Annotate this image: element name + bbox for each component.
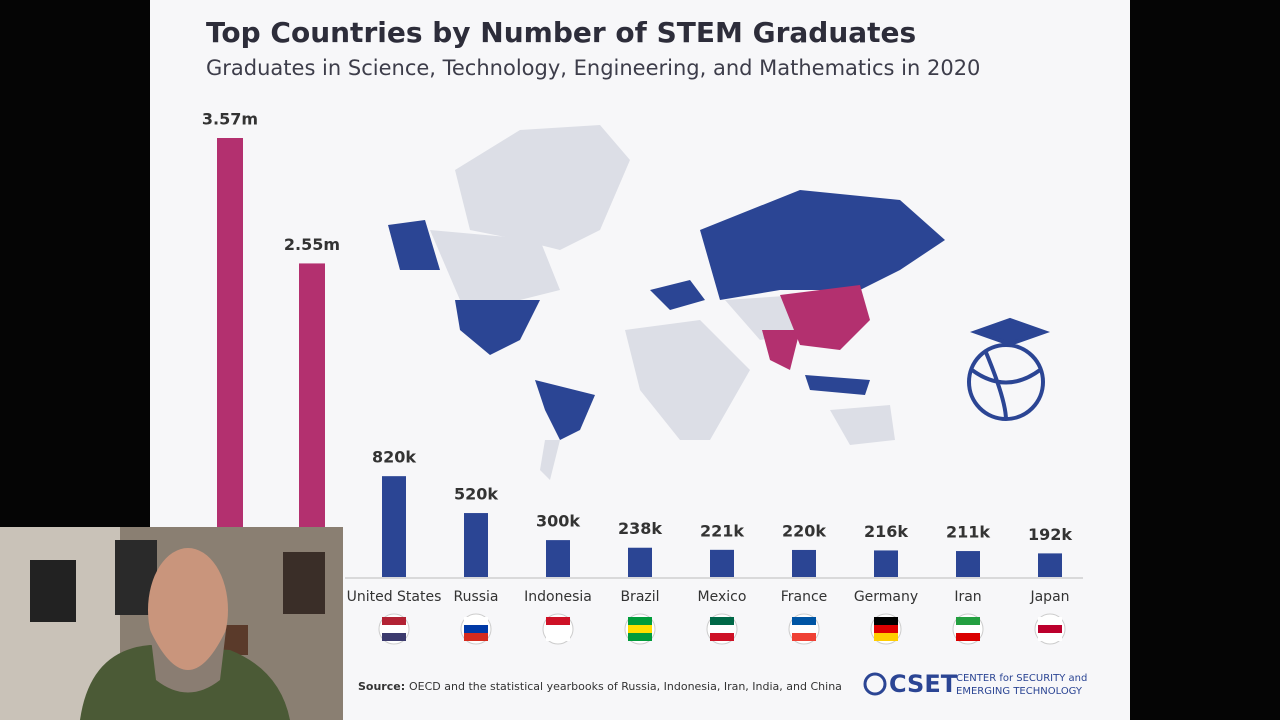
x-tick-label: Brazil bbox=[620, 589, 659, 605]
value-label: 820k bbox=[372, 448, 416, 467]
flag-band bbox=[382, 625, 406, 633]
bar bbox=[792, 549, 816, 577]
x-tick-label: Japan bbox=[1029, 589, 1069, 605]
flag-band bbox=[792, 617, 816, 625]
x-tick-label: Russia bbox=[453, 589, 498, 605]
flag-band bbox=[956, 625, 980, 633]
flag-band bbox=[464, 633, 488, 641]
value-label: 216k bbox=[864, 522, 908, 541]
flag-band bbox=[382, 633, 406, 641]
flag-band bbox=[956, 617, 980, 625]
value-label: 3.57m bbox=[202, 110, 258, 129]
chart-title: Top Countries by Number of STEM Graduate… bbox=[206, 16, 916, 49]
bar bbox=[1038, 553, 1062, 577]
flag-band bbox=[382, 617, 406, 625]
logo-text: CSET bbox=[889, 670, 958, 698]
x-tick-label: Iran bbox=[954, 589, 981, 605]
flag-band bbox=[874, 625, 898, 633]
chart-subtitle: Graduates in Science, Technology, Engine… bbox=[206, 56, 980, 80]
flag-band bbox=[1038, 633, 1062, 641]
flag-band bbox=[628, 625, 652, 633]
logo-mark bbox=[863, 672, 887, 696]
flag bbox=[1034, 613, 1066, 645]
logo-line: CENTER for SECURITY and bbox=[956, 673, 1087, 684]
value-label: 238k bbox=[618, 519, 662, 538]
bar bbox=[546, 540, 570, 577]
flag bbox=[952, 613, 984, 645]
bar bbox=[956, 551, 980, 577]
flag-band bbox=[628, 633, 652, 641]
x-tick-label: United States bbox=[347, 589, 442, 605]
x-tick-label: Indonesia bbox=[524, 589, 592, 605]
flag bbox=[460, 613, 492, 645]
flag-band bbox=[546, 617, 570, 625]
value-label: 220k bbox=[782, 521, 826, 540]
source-label: Source: bbox=[358, 680, 405, 693]
x-tick-label: France bbox=[781, 589, 828, 605]
value-label: 300k bbox=[536, 512, 580, 531]
graduate-globe-icon bbox=[967, 317, 1051, 421]
value-label: 211k bbox=[946, 523, 990, 542]
flag bbox=[870, 613, 902, 645]
flag-band bbox=[710, 617, 734, 625]
flag-band bbox=[1038, 617, 1062, 625]
logo-line: EMERGING TECHNOLOGY bbox=[956, 686, 1083, 697]
flag-band bbox=[464, 625, 488, 633]
flag-band bbox=[546, 625, 570, 633]
flag-band bbox=[710, 633, 734, 641]
flag-band bbox=[628, 617, 652, 625]
x-tick-label: Germany bbox=[854, 589, 918, 605]
flag-band bbox=[710, 625, 734, 633]
source-text: OECD and the statistical yearbooks of Ru… bbox=[409, 680, 842, 693]
bar bbox=[299, 263, 325, 577]
bar bbox=[874, 550, 898, 577]
flag-band bbox=[546, 633, 570, 641]
flag bbox=[542, 613, 574, 645]
flag bbox=[706, 613, 738, 645]
flag-band bbox=[792, 625, 816, 633]
webcam-overlay bbox=[0, 527, 343, 720]
flag-band bbox=[956, 633, 980, 641]
bar bbox=[464, 513, 488, 577]
flag-band bbox=[464, 617, 488, 625]
flag-band bbox=[874, 633, 898, 641]
bars: 3.57m 2.55m 820k United States 520k Russia 300… bbox=[202, 110, 1072, 645]
world-map bbox=[388, 125, 945, 480]
value-label: 192k bbox=[1028, 525, 1072, 544]
flag-band bbox=[1038, 625, 1062, 633]
x-tick-label: Mexico bbox=[698, 589, 747, 605]
flag bbox=[788, 613, 820, 645]
bar bbox=[217, 138, 243, 577]
bar bbox=[710, 549, 734, 577]
value-label: 520k bbox=[454, 485, 498, 504]
bar bbox=[382, 476, 406, 577]
flag bbox=[624, 613, 656, 645]
value-label: 221k bbox=[700, 521, 744, 540]
flag-band bbox=[792, 633, 816, 641]
flag-band bbox=[874, 617, 898, 625]
flag bbox=[378, 613, 410, 645]
bar bbox=[628, 547, 652, 577]
value-label: 2.55m bbox=[284, 235, 340, 254]
